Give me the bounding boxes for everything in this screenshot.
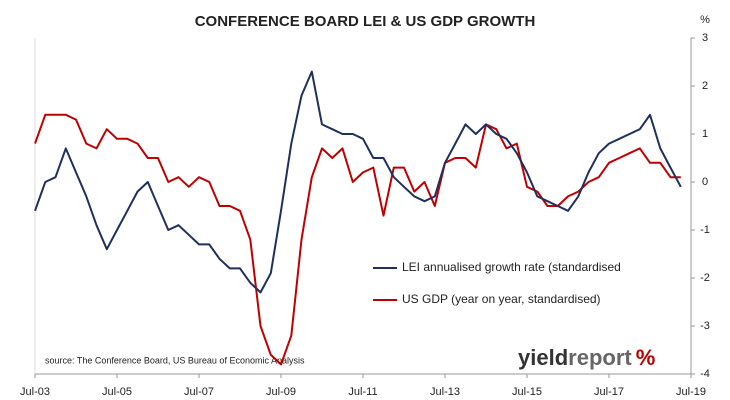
y-tick-label: -3 [700,320,710,332]
y-tick-label: -4 [700,368,710,380]
y-tick-label: 1 [702,128,708,140]
y-tick-label: -1 [700,224,710,236]
series-line [34,113,681,366]
x-tick-label: Jul-03 [20,386,50,398]
x-tick-label: Jul-09 [266,386,296,398]
y-tick-label: -2 [700,272,710,284]
x-tick-label: Jul-11 [348,386,377,398]
series-line [34,70,682,294]
source: source: The Conference Board, US Bureau … [45,355,305,365]
legend-label: LEI annualised growth rate (standardised [402,260,621,274]
x-tick-label: Jul-17 [594,386,624,398]
x-tick-label: Jul-07 [184,386,214,398]
x-tick-label: Jul-15 [512,386,542,398]
y-tick-label: 0 [702,176,708,188]
y-tick-label: 2 [702,80,708,92]
x-tick-label: Jul-13 [430,386,460,398]
legend-label: US GDP (year on year, standardised) [402,292,601,306]
logo-part2: report [568,345,632,370]
logo-symbol: % [636,345,656,370]
logo: yieldreport% [518,345,655,370]
y-unit: % [700,14,710,26]
logo-part1: yield [518,345,568,370]
x-tick-label: Jul-05 [102,386,132,398]
x-tick-label: Jul-19 [676,386,706,398]
chart-title: CONFERENCE BOARD LEI & US GDP GROWTH [195,13,536,30]
y-tick-label: 3 [702,32,708,44]
